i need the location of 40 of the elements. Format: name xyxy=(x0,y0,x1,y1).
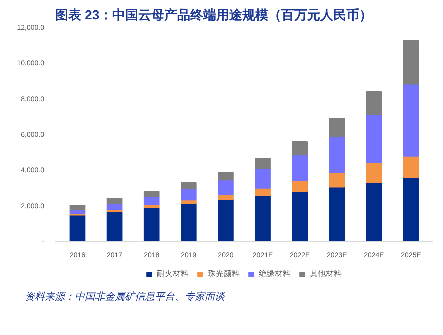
bar xyxy=(218,194,234,200)
bar xyxy=(70,204,86,211)
bar xyxy=(255,158,271,170)
bar xyxy=(218,199,234,242)
bar xyxy=(329,136,346,173)
bar xyxy=(329,172,346,188)
bar xyxy=(144,207,160,242)
bar xyxy=(292,191,308,242)
bar xyxy=(366,162,382,184)
bar xyxy=(106,211,123,242)
bar xyxy=(403,176,420,242)
bar xyxy=(403,156,420,178)
bar xyxy=(403,84,420,157)
bar xyxy=(106,198,123,204)
legend-label: 绝缘材料 xyxy=(259,268,291,280)
bar xyxy=(181,188,197,201)
bar xyxy=(366,114,382,164)
bar xyxy=(181,203,197,242)
bar xyxy=(292,154,308,182)
bar xyxy=(329,118,346,138)
bar xyxy=(70,214,86,242)
bar xyxy=(144,196,160,206)
bar xyxy=(292,141,308,156)
bar xyxy=(366,92,382,116)
bar xyxy=(218,180,234,196)
legend-label: 耐火材料 xyxy=(157,268,189,280)
bar xyxy=(255,195,271,242)
bar xyxy=(218,172,234,181)
bar xyxy=(366,182,382,242)
bar xyxy=(144,191,160,198)
text: 资料来源：中国非金属矿信息平台、专家面谈 xyxy=(25,291,225,305)
chart-title: 图表 23：中国云母产品终端用途规模（百万元人民币） xyxy=(56,8,373,22)
bar xyxy=(292,180,308,192)
bar xyxy=(255,168,271,189)
bar xyxy=(255,188,271,196)
legend-label: 珠光颜料 xyxy=(208,268,240,280)
bar xyxy=(403,40,420,85)
bar xyxy=(181,182,197,190)
legend-label: 其他材料 xyxy=(310,268,342,280)
bar xyxy=(329,186,346,242)
